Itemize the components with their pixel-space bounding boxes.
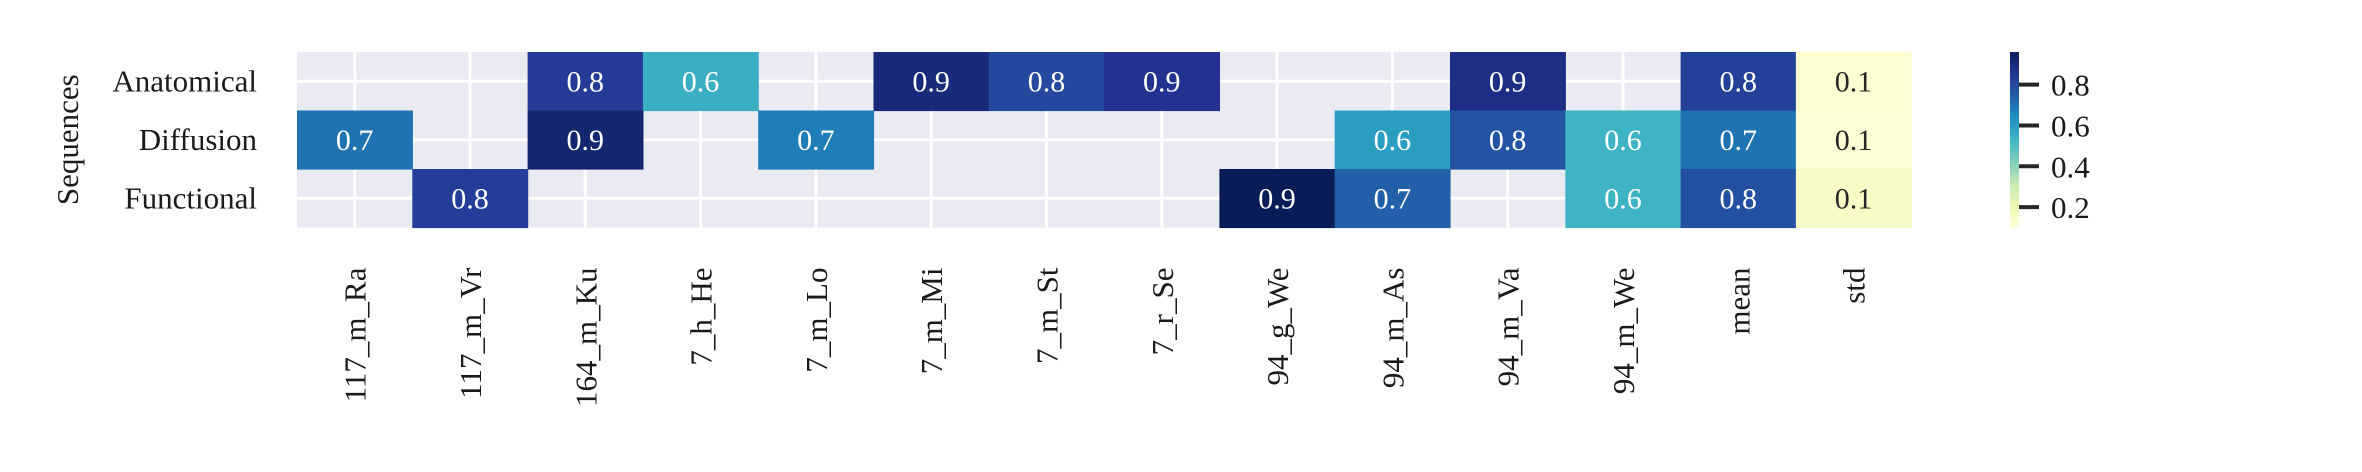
heatmap-cell xyxy=(527,110,644,170)
heatmap-cell xyxy=(527,52,644,112)
heatmap-cell xyxy=(1334,169,1451,229)
cell-value-label: 0.6 xyxy=(1374,124,1412,157)
cell-value-label: 0.9 xyxy=(1143,65,1181,98)
column-tick-label: 7_m_Lo xyxy=(799,268,834,373)
column-tick-label: 117_m_Ra xyxy=(338,267,373,402)
colorbar-gradient xyxy=(2010,52,2019,228)
cell-value-label: 0.9 xyxy=(567,124,605,157)
row-tick-label: Functional xyxy=(124,180,257,215)
colorbar-tick-label: 0.4 xyxy=(2051,149,2090,184)
heatmap-cell xyxy=(988,52,1105,112)
cell-value-label: 0.9 xyxy=(912,65,950,98)
y-axis-label: Sequences xyxy=(50,74,85,205)
cell-value-label: 0.9 xyxy=(1489,65,1527,98)
heatmap-cell xyxy=(758,110,875,170)
colorbar-tick-label: 0.8 xyxy=(2051,68,2090,103)
column-tick-label: std xyxy=(1837,267,1872,304)
cell-value-label: 0.8 xyxy=(1720,182,1758,215)
cell-value-label: 0.1 xyxy=(1835,182,1873,215)
heatmap-cell xyxy=(1334,110,1451,170)
cell-value-label: 0.7 xyxy=(797,124,835,157)
cell-value-label: 0.7 xyxy=(336,124,374,157)
cell-value-label: 0.9 xyxy=(1258,182,1296,215)
column-tick-label: 94_g_We xyxy=(1260,268,1295,386)
cell-value-label: 0.6 xyxy=(1604,182,1642,215)
heatmap-cell xyxy=(1104,52,1220,112)
cell-value-label: 0.8 xyxy=(567,65,605,98)
heatmap-cell xyxy=(873,52,990,112)
column-tick-labels: 117_m_Ra 117_m_Vr 164_m_Ku 7_h_He 7_m_Lo 7_m_… xyxy=(338,267,1872,407)
row-tick-label: Anatomical xyxy=(112,63,257,98)
colorbar-tick-label: 0.6 xyxy=(2051,108,2090,143)
row-tick-label: Diffusion xyxy=(139,122,258,157)
cell-value-label: 0.8 xyxy=(1720,65,1758,98)
heatmap-cell xyxy=(1680,169,1797,229)
cell-value-label: 0.1 xyxy=(1835,65,1873,98)
cell-value-label: 0.7 xyxy=(1374,182,1412,215)
heatmap-cell xyxy=(1450,110,1566,170)
column-tick-label: 164_m_Ku xyxy=(568,268,603,408)
heatmap-cell xyxy=(297,110,413,170)
column-tick-label: mean xyxy=(1721,267,1756,335)
colorbar: 0.8 0.6 0.4 0.2 xyxy=(2010,52,2090,228)
heatmap-cell xyxy=(1565,169,1682,229)
heatmap-cell xyxy=(1450,52,1566,112)
heatmap-cell xyxy=(1565,110,1682,170)
heatmap-cell xyxy=(1680,110,1797,170)
column-tick-label: 94_m_We xyxy=(1606,268,1641,395)
cell-value-label: 0.6 xyxy=(682,65,720,98)
column-tick-label: 7_m_Mi xyxy=(914,267,949,374)
column-tick-label: 7_h_He xyxy=(684,268,719,366)
cell-value-label: 0.8 xyxy=(1489,124,1527,157)
heatmap-cell xyxy=(1795,110,1912,170)
row-tick-labels: Anatomical Diffusion Functional xyxy=(112,63,257,215)
column-tick-label: 7_m_St xyxy=(1029,267,1064,364)
column-tick-label: 94_m_Va xyxy=(1491,267,1526,386)
heatmap-cell xyxy=(1795,52,1912,112)
heatmap-cells: 0.8 0.6 0.9 0.8 0.9 0.9 0.8 0.1 0.7 0.9 0.7 0.6 0.8 0… xyxy=(297,52,1912,229)
column-tick-label: 7_r_Se xyxy=(1145,268,1180,356)
cell-value-label: 0.8 xyxy=(451,182,489,215)
colorbar-tick-label: 0.2 xyxy=(2051,190,2090,225)
heatmap-cell xyxy=(1680,52,1797,112)
heatmap-cell xyxy=(642,52,759,112)
cell-value-label: 0.7 xyxy=(1720,124,1758,157)
heatmap-cell xyxy=(1219,169,1336,229)
heatmap-cell xyxy=(412,169,529,229)
column-tick-label: 117_m_Vr xyxy=(453,267,488,399)
cell-value-label: 0.1 xyxy=(1835,124,1873,157)
heatmap-cell xyxy=(1795,169,1912,229)
column-tick-label: 94_m_As xyxy=(1375,268,1410,389)
cell-value-label: 0.8 xyxy=(1028,65,1066,98)
cell-value-label: 0.6 xyxy=(1604,124,1642,157)
